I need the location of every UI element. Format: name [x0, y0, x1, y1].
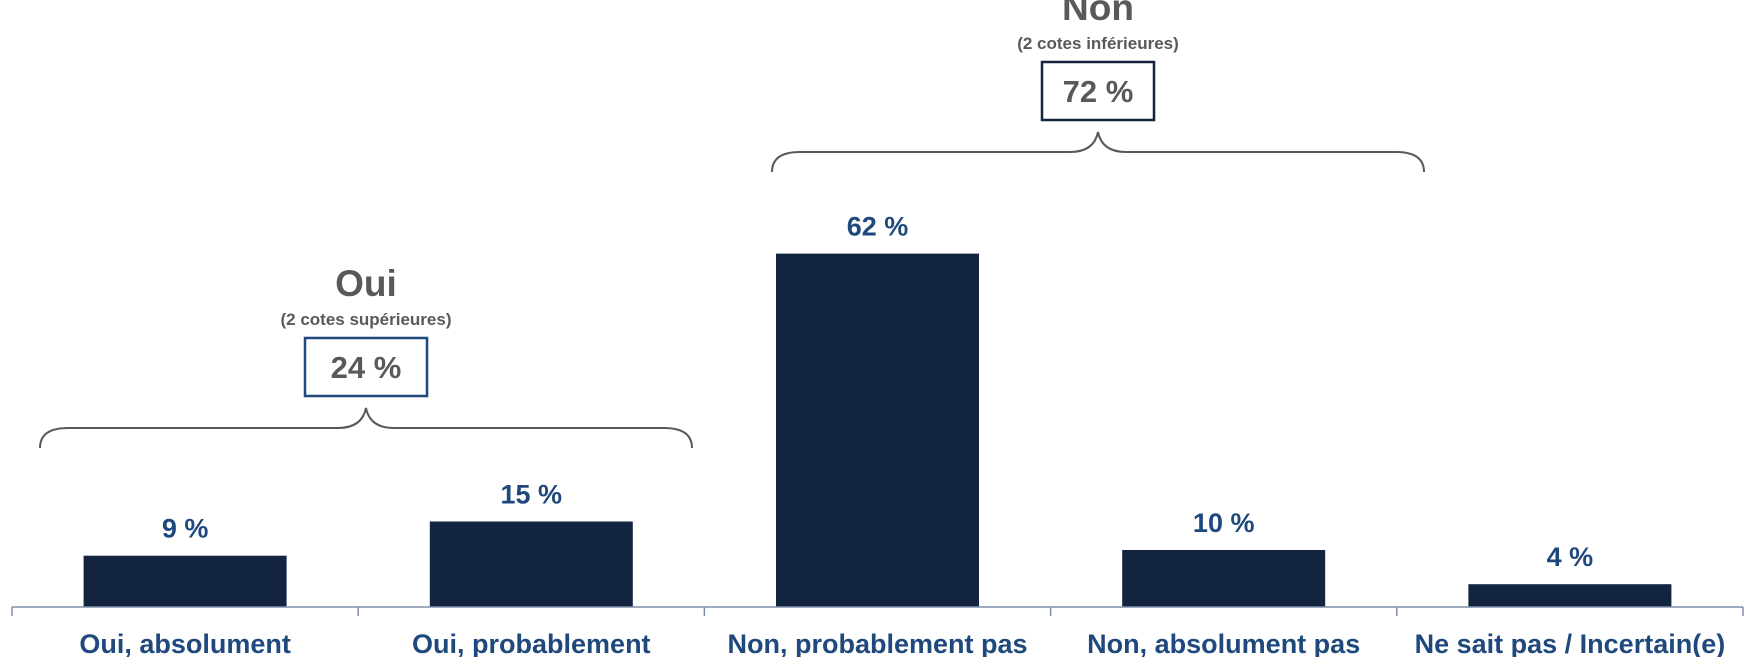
- group-total-value: 72 %: [1063, 74, 1134, 109]
- group-title: Non: [1062, 0, 1134, 28]
- group-total-box: [1040, 60, 1156, 122]
- x-tick-label: Oui, absolument: [79, 629, 291, 657]
- group-annotations: 24 % (2 cotes supérieures) Oui 72 % (2 cotes…: [39, 0, 1425, 449]
- group-subtitle: (2 cotes inférieures): [1017, 34, 1179, 53]
- bar-value-label: 9 %: [162, 514, 209, 544]
- group-total-value: 24 %: [331, 350, 402, 385]
- x-tick-label: Non, absolument pas: [1087, 629, 1360, 657]
- group-brace: [39, 407, 693, 449]
- bar: [1122, 550, 1326, 607]
- bar-value-label: 4 %: [1547, 542, 1594, 572]
- x-tick-label: Ne sait pas / Incertain(e): [1415, 629, 1726, 657]
- bar: [776, 253, 979, 607]
- bar-value-label: 10 %: [1193, 508, 1255, 538]
- x-axis: Oui, absolument Oui, probablement Non, pro…: [11, 606, 1744, 657]
- bar: [429, 521, 633, 607]
- group-brace: [771, 131, 1425, 173]
- bar-value-label: 15 %: [501, 480, 563, 510]
- bar: [83, 555, 287, 607]
- group-title: Oui: [335, 263, 397, 304]
- bar-value-label: 62 %: [847, 212, 909, 242]
- group-subtitle: (2 cotes supérieures): [280, 310, 451, 329]
- x-tick-label: Oui, probablement: [412, 629, 651, 657]
- x-tick-label: Non, probablement pas: [727, 629, 1027, 657]
- bars: 9 % 15 % 62 % 10 % 4 %: [83, 212, 1672, 607]
- bar: [1468, 584, 1672, 607]
- group-total-box: [303, 336, 429, 398]
